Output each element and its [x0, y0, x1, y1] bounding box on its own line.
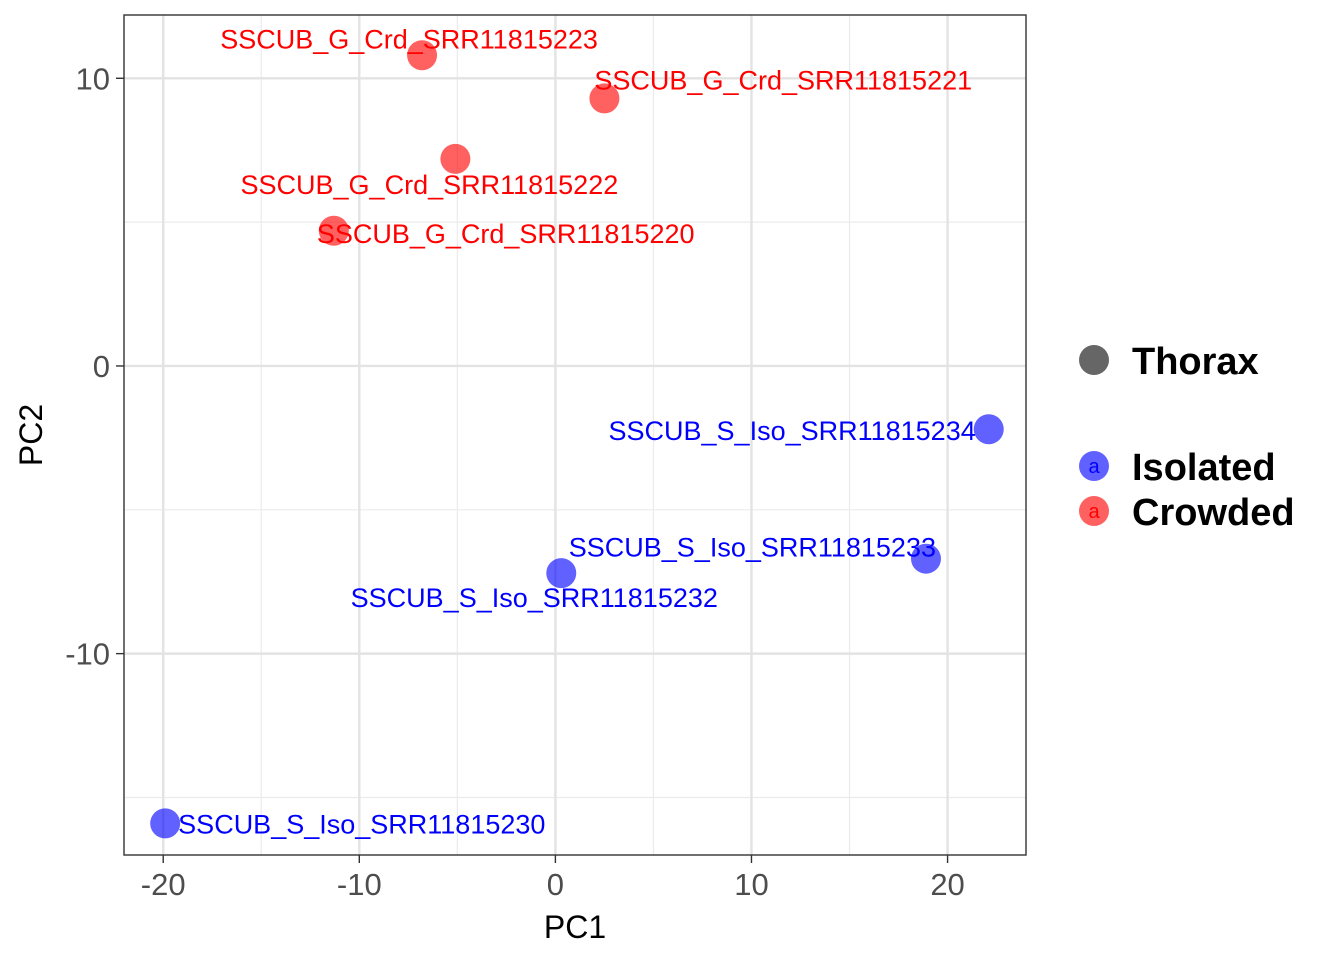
- legend-shape-title: Thorax: [1132, 341, 1259, 383]
- x-tick-label: -10: [337, 867, 382, 902]
- y-tick-label: -10: [65, 637, 110, 672]
- data-point: [150, 808, 181, 839]
- x-tick-label: 20: [930, 867, 964, 902]
- y-axis-ticks: -10 0 10: [65, 61, 124, 672]
- legend-entries: a Isolated a Crowded: [1079, 447, 1295, 534]
- legend: Thorax a Isolated a Crowded: [1079, 341, 1295, 534]
- x-tick-label: 0: [547, 867, 564, 902]
- y-axis-title: PC2: [13, 404, 49, 466]
- data-point: [407, 40, 438, 71]
- y-tick-label: 10: [76, 61, 110, 96]
- legend-key-circle: [1079, 451, 1109, 481]
- point-label: SSCUB_S_Iso_SRR11815234: [609, 416, 976, 446]
- legend-key-letter: a: [1088, 501, 1100, 523]
- data-points: [150, 40, 1004, 839]
- point-labels: SSCUB_G_Crd_SRR11815223 SSCUB_G_Crd_SRR11…: [178, 24, 976, 839]
- grid-major: [124, 15, 1026, 855]
- data-point: [973, 414, 1004, 445]
- plot-border: [123, 14, 1027, 856]
- legend-key-circle: [1079, 496, 1109, 526]
- legend-entry-label: Isolated: [1132, 447, 1276, 489]
- plot-panel: [124, 15, 1026, 855]
- data-point: [546, 558, 577, 589]
- point-label: SSCUB_G_Crd_SRR11815221: [594, 65, 972, 95]
- point-label: SSCUB_G_Crd_SRR11815220: [317, 219, 695, 249]
- legend-shape-key: [1079, 345, 1109, 375]
- data-point: [440, 143, 471, 174]
- legend-key-letter: a: [1088, 456, 1100, 478]
- data-point: [589, 83, 620, 114]
- x-tick-label: 10: [734, 867, 768, 902]
- point-label: SSCUB_S_Iso_SRR11815230: [178, 809, 545, 839]
- point-label: SSCUB_S_Iso_SRR11815232: [351, 583, 718, 613]
- x-axis-ticks: -20 -10 0 10 20: [141, 855, 965, 902]
- data-point: [910, 543, 941, 574]
- point-label: SSCUB_G_Crd_SRR11815222: [241, 170, 619, 200]
- point-label: SSCUB_G_Crd_SRR11815223: [220, 24, 598, 54]
- y-tick-label: 0: [93, 349, 110, 384]
- legend-entry-label: Crowded: [1132, 492, 1295, 534]
- x-tick-label: -20: [141, 867, 186, 902]
- x-axis-title: PC1: [544, 909, 606, 945]
- data-point: [318, 215, 349, 246]
- point-label: SSCUB_S_Iso_SRR11815233: [569, 533, 936, 563]
